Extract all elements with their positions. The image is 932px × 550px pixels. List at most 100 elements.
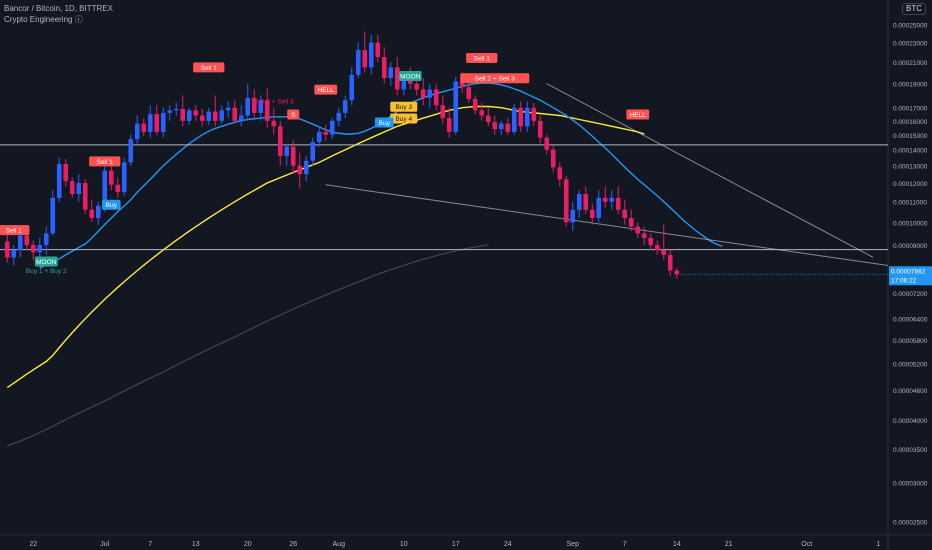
candle-body bbox=[297, 165, 303, 175]
candle-body bbox=[258, 100, 264, 113]
candle-body bbox=[141, 123, 147, 132]
indicator-line: Crypto Engineering ⓘ bbox=[4, 15, 83, 24]
candle-body bbox=[24, 235, 30, 246]
signal-tag-label: Sell 1 bbox=[201, 65, 218, 72]
fast-moving-average-line bbox=[39, 82, 723, 269]
candle-body bbox=[583, 194, 589, 210]
signal-tag bbox=[390, 101, 418, 112]
candle-body bbox=[498, 123, 504, 130]
current-price-box bbox=[889, 266, 932, 286]
y-tick-label: 0.00003500 bbox=[893, 447, 928, 454]
candle-body bbox=[56, 164, 62, 198]
trendline bbox=[546, 83, 874, 258]
signal-tag bbox=[626, 109, 650, 120]
candle-body bbox=[531, 107, 537, 121]
candle-body bbox=[615, 197, 621, 210]
candle-body bbox=[453, 81, 459, 132]
signal-tag bbox=[466, 53, 498, 64]
candle-body bbox=[63, 164, 69, 182]
candle-body bbox=[401, 78, 407, 90]
signal-tag-label: Buy bbox=[106, 202, 118, 209]
candle-body bbox=[349, 74, 355, 101]
candle-body bbox=[160, 112, 166, 132]
candle-body bbox=[76, 182, 82, 195]
candle-body bbox=[576, 194, 582, 210]
y-tick-label: 0.00006400 bbox=[893, 317, 928, 324]
signal-tag bbox=[398, 71, 422, 82]
candle-body bbox=[440, 105, 446, 119]
signal-tag-label: HELL bbox=[318, 87, 335, 94]
x-tick-label: 22 bbox=[29, 541, 37, 548]
x-tick-label: 21 bbox=[725, 541, 733, 548]
candle-body bbox=[414, 83, 420, 90]
y-tick-label: 0.00004000 bbox=[893, 418, 928, 425]
candle-body bbox=[388, 67, 394, 79]
y-tick-label: 0.00005200 bbox=[893, 362, 928, 369]
candle-body bbox=[264, 100, 270, 121]
candle-body bbox=[173, 109, 179, 111]
signal-tag bbox=[314, 84, 338, 95]
candle-body bbox=[43, 233, 49, 246]
y-tick-label: 0.00005800 bbox=[893, 338, 928, 345]
candle-body bbox=[674, 270, 680, 275]
x-tick-label: 7 bbox=[623, 541, 627, 548]
candle-body bbox=[667, 254, 673, 271]
candle-body bbox=[336, 112, 342, 121]
x-tick-label: 10 bbox=[400, 541, 408, 548]
y-tick-label: 0.00014000 bbox=[893, 148, 928, 155]
candle-body bbox=[355, 50, 361, 75]
y-tick-label: 0.00016000 bbox=[893, 119, 928, 126]
signal-tag bbox=[374, 117, 394, 128]
candle-body bbox=[277, 126, 283, 156]
candle-body bbox=[147, 114, 153, 132]
candle-body bbox=[284, 146, 290, 156]
candle-body bbox=[420, 89, 426, 98]
candle-body bbox=[95, 205, 101, 219]
candle-body bbox=[303, 160, 309, 175]
candle-body bbox=[212, 111, 218, 121]
candle-body bbox=[427, 89, 433, 98]
signal-tag-label: MOON bbox=[400, 74, 421, 81]
x-tick-label: Jul bbox=[100, 541, 109, 548]
candle-body bbox=[186, 110, 192, 121]
candle-body bbox=[394, 67, 400, 90]
y-tick-label: 0.00019000 bbox=[893, 82, 928, 89]
candle-body bbox=[102, 170, 108, 206]
candle-body bbox=[537, 120, 543, 138]
x-tick-label: Aug bbox=[333, 541, 346, 548]
signal-tag bbox=[0, 225, 30, 236]
candle-body bbox=[563, 179, 569, 223]
candle-body bbox=[225, 107, 231, 111]
candle-body bbox=[30, 245, 36, 253]
candle-body bbox=[557, 167, 563, 180]
x-tick-label: Sep bbox=[567, 541, 580, 548]
candle-body bbox=[329, 120, 335, 135]
signal-tag bbox=[101, 199, 121, 210]
candle-body bbox=[550, 149, 556, 168]
candle-body bbox=[641, 233, 647, 238]
candle-body bbox=[50, 197, 56, 234]
candle-body bbox=[310, 142, 316, 161]
chart-header: Bancor / Bitcoin, 1D, BITTREX Crypto Eng… bbox=[4, 3, 113, 25]
candle-body bbox=[193, 110, 199, 116]
candle-body bbox=[232, 107, 238, 121]
signal-tag-label: Sell 2 + Sell 3 bbox=[475, 76, 515, 83]
candle-body bbox=[511, 107, 517, 132]
candle-body bbox=[238, 115, 244, 121]
y-tick-label: 0.00010000 bbox=[893, 220, 928, 227]
candle-body bbox=[115, 184, 121, 193]
candle-body bbox=[589, 209, 595, 219]
candle-body bbox=[570, 209, 576, 223]
currency-badge[interactable]: BTC bbox=[902, 3, 926, 15]
signal-tag bbox=[287, 109, 300, 120]
signal-tag-label: Buy 4 bbox=[395, 116, 412, 123]
candle-body bbox=[206, 111, 212, 121]
slow-moving-average-line bbox=[6, 105, 645, 389]
candle-body bbox=[251, 97, 257, 113]
candle-body bbox=[446, 118, 452, 132]
candle-body bbox=[89, 209, 95, 219]
candle-body bbox=[121, 162, 127, 193]
signal-text: Sell 2 + Sell 3 bbox=[254, 98, 294, 105]
x-tick-label: 7 bbox=[148, 541, 152, 548]
